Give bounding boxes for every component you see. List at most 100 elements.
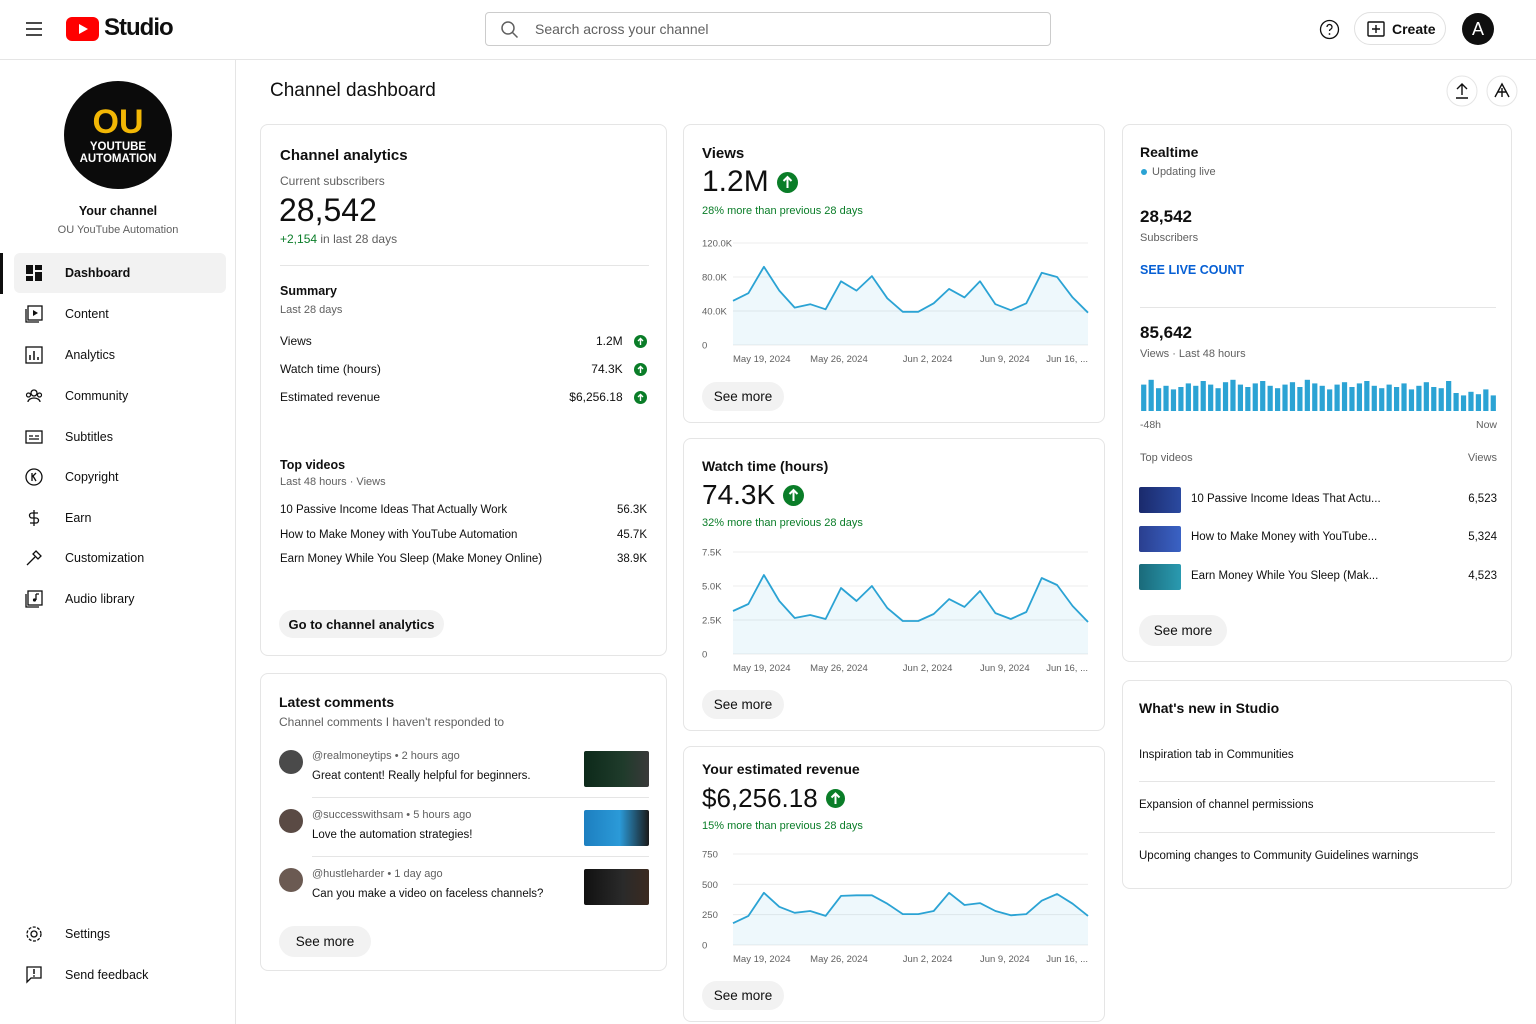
create-button[interactable]: Create bbox=[1354, 12, 1446, 45]
analytics-button[interactable]: Go to channel analytics bbox=[279, 610, 444, 638]
metric-value: $6,256.18 bbox=[569, 390, 623, 404]
nav-item[interactable]: Earn bbox=[14, 498, 226, 538]
channel-analytics-card: Channel analytics Current subscribers 28… bbox=[260, 124, 667, 656]
create-icon bbox=[1367, 21, 1385, 37]
menu-button[interactable] bbox=[24, 19, 44, 39]
section-title: Summary bbox=[280, 284, 337, 298]
news-item[interactable]: Inspiration tab in Communities bbox=[1139, 749, 1294, 761]
change-text: 28% more than previous 28 days bbox=[702, 205, 863, 217]
see-more-button[interactable]: See more bbox=[702, 382, 784, 411]
nav-label: Analytics bbox=[65, 348, 116, 362]
video-thumbnail[interactable] bbox=[584, 869, 649, 905]
help-button[interactable] bbox=[1319, 19, 1340, 40]
video-title[interactable]: How to Make Money with YouTube... bbox=[1191, 531, 1378, 543]
y-tick-label: 120.0K bbox=[702, 239, 733, 250]
nav-item[interactable]: Audio library bbox=[14, 579, 226, 619]
nav-item[interactable]: Dashboard bbox=[14, 253, 226, 293]
upload-button[interactable] bbox=[1446, 75, 1478, 107]
bar bbox=[1379, 388, 1385, 411]
up-icon bbox=[634, 335, 647, 349]
metric-value: 74.3K bbox=[702, 479, 776, 510]
nav-icon bbox=[25, 590, 43, 608]
nav-label: Send feedback bbox=[65, 968, 149, 982]
nav-label: Content bbox=[65, 307, 109, 321]
y-tick-label: 40.0K bbox=[702, 307, 727, 318]
realtime-chart bbox=[1141, 379, 1496, 411]
video-row[interactable]: How to Make Money with YouTube Automatio… bbox=[280, 529, 647, 541]
metric-label: Estimated revenue bbox=[280, 390, 381, 405]
y-tick-label: 750 bbox=[702, 850, 718, 861]
video-title[interactable]: Earn Money While You Sleep (Mak... bbox=[1191, 570, 1379, 582]
bar bbox=[1371, 385, 1377, 411]
account-avatar[interactable]: A bbox=[1462, 13, 1494, 45]
bar bbox=[1200, 381, 1206, 411]
video-thumbnail[interactable] bbox=[584, 810, 649, 846]
nav-icon bbox=[26, 926, 42, 942]
search-box[interactable]: Search across your channel bbox=[485, 12, 1051, 46]
nav-item[interactable]: Send feedback bbox=[14, 955, 226, 995]
create-label: Create bbox=[1392, 21, 1436, 37]
up-icon bbox=[776, 171, 798, 193]
comment-text: Love the automation strategies! bbox=[312, 829, 473, 841]
divider bbox=[1140, 307, 1496, 308]
y-tick-label: 0 bbox=[702, 341, 707, 352]
subscribers-label: Current subscribers bbox=[280, 174, 385, 188]
whats-new-card: What's new in Studio Inspiration tab in … bbox=[1122, 680, 1512, 889]
bar bbox=[1304, 379, 1310, 411]
x-tick-label: Jun 9, 2024 bbox=[980, 663, 1030, 674]
bar bbox=[1208, 384, 1214, 411]
area bbox=[733, 266, 1088, 345]
news-item[interactable]: Upcoming changes to Community Guidelines… bbox=[1139, 850, 1419, 862]
x-tick-label: Jun 16, ... bbox=[1046, 663, 1088, 674]
commenter-avatar bbox=[279, 750, 303, 774]
video-title[interactable]: 10 Passive Income Ideas That Actu... bbox=[1191, 493, 1381, 505]
bar bbox=[1155, 388, 1162, 411]
metric-label: Watch time (hours) bbox=[280, 362, 381, 377]
watch-time-card: Watch time (hours) 74.3K 32% more than p… bbox=[683, 438, 1105, 731]
nav-item[interactable]: Customization bbox=[14, 538, 226, 578]
search-icon bbox=[501, 21, 519, 39]
card-title: Your estimated revenue bbox=[702, 761, 860, 777]
video-thumbnail[interactable] bbox=[1139, 526, 1181, 552]
x-tick-label: Jun 16, ... bbox=[1046, 954, 1088, 965]
metric-value: 1.2M bbox=[702, 165, 769, 198]
nav-item[interactable]: Analytics bbox=[14, 335, 226, 375]
logo-text[interactable]: Studio bbox=[104, 14, 174, 41]
nav-icon bbox=[26, 265, 42, 281]
see-more-button[interactable]: See more bbox=[279, 926, 371, 957]
summary-row: Estimated revenue $6,256.18 bbox=[280, 390, 647, 405]
nav-item[interactable]: Content bbox=[14, 294, 226, 334]
realtime-card: Realtime Updating live 28,542 Subscriber… bbox=[1122, 124, 1512, 662]
nav-item[interactable]: Copyright bbox=[14, 457, 226, 497]
change-text: 15% more than previous 28 days bbox=[702, 820, 863, 832]
video-thumbnail[interactable] bbox=[584, 751, 649, 787]
views-card: Views 1.2M 28% more than previous 28 day… bbox=[683, 124, 1105, 423]
bar bbox=[1334, 384, 1340, 411]
see-more-button[interactable]: See more bbox=[1139, 615, 1227, 646]
video-title: 10 Passive Income Ideas That Actually Wo… bbox=[280, 504, 508, 516]
bar bbox=[1245, 387, 1251, 411]
bar bbox=[1483, 389, 1489, 411]
news-item[interactable]: Expansion of channel permissions bbox=[1139, 799, 1314, 811]
video-thumbnail[interactable] bbox=[1139, 564, 1181, 590]
video-row[interactable]: Earn Money While You Sleep (Make Money O… bbox=[280, 553, 647, 565]
channel-avatar[interactable]: OU YOUTUBE AUTOMATION bbox=[64, 81, 172, 189]
bar bbox=[1260, 381, 1266, 411]
video-row[interactable]: 10 Passive Income Ideas That Actually Wo… bbox=[280, 504, 647, 516]
live-button[interactable] bbox=[1486, 75, 1518, 107]
channel-logo-text: OU bbox=[92, 103, 144, 141]
video-thumbnail[interactable] bbox=[1139, 487, 1181, 513]
nav-item[interactable]: Subtitles bbox=[14, 417, 226, 457]
bar bbox=[1230, 379, 1236, 411]
nav-item[interactable]: Settings bbox=[14, 914, 226, 954]
revenue-card: Your estimated revenue $6,256.18 15% mor… bbox=[683, 746, 1105, 1022]
bar bbox=[1312, 383, 1318, 411]
metric-value: $6,256.18 bbox=[702, 783, 818, 813]
youtube-logo[interactable] bbox=[66, 17, 99, 41]
see-more-button[interactable]: See more bbox=[702, 981, 784, 1010]
live-count-link[interactable]: SEE LIVE COUNT bbox=[1140, 263, 1245, 277]
nav-item[interactable]: Community bbox=[14, 376, 226, 416]
divider bbox=[280, 265, 649, 266]
see-more-button[interactable]: See more bbox=[702, 690, 784, 719]
